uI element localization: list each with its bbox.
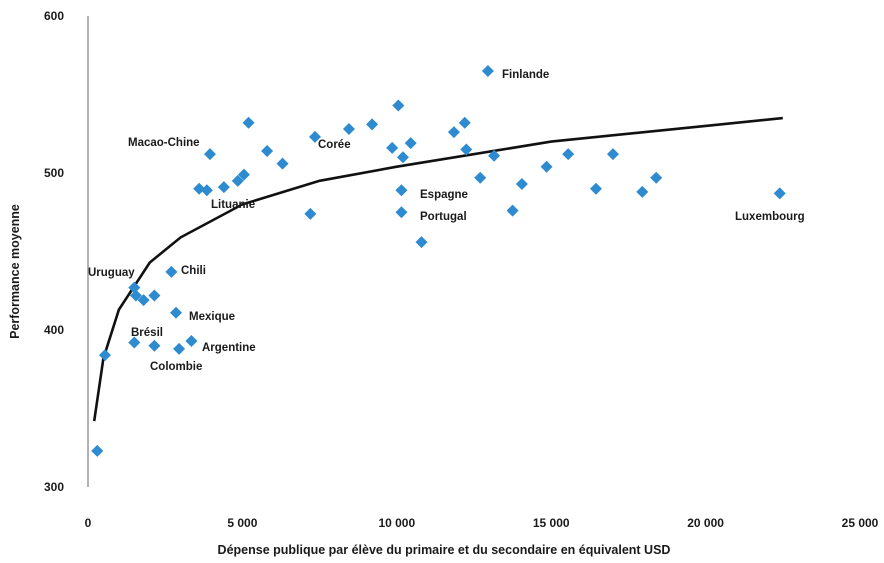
data-point (170, 306, 183, 319)
point-label: Lituanie (211, 199, 255, 211)
point-label: Luxembourg (735, 211, 805, 223)
data-point (148, 289, 161, 302)
data-point (98, 349, 111, 362)
y-tick-labels: 300 400 500 600 (44, 9, 64, 494)
data-point (540, 160, 553, 173)
x-tick-label: 5 000 (227, 516, 257, 530)
data-point (773, 187, 786, 200)
data-point (515, 177, 528, 190)
data-point (396, 151, 409, 164)
y-tick-label: 300 (44, 480, 64, 494)
data-point (165, 265, 178, 278)
data-point (148, 339, 161, 352)
data-point (650, 171, 663, 184)
data-point (460, 143, 473, 156)
data-point (589, 182, 602, 195)
data-point (128, 336, 141, 349)
data-point (366, 118, 379, 131)
data-point (481, 64, 494, 77)
point-label: Chili (181, 265, 206, 277)
data-point (395, 206, 408, 219)
x-tick-label: 20 000 (687, 516, 724, 530)
data-point (506, 204, 519, 217)
data-point (392, 99, 405, 112)
x-tick-label: 25 000 (842, 516, 879, 530)
point-label: Corée (318, 139, 351, 151)
y-tick-label: 500 (44, 166, 64, 180)
data-point (193, 182, 206, 195)
data-point (562, 148, 575, 161)
data-point (200, 184, 213, 197)
data-point (447, 126, 460, 139)
data-point (488, 149, 501, 162)
data-point (395, 184, 408, 197)
point-label: Macao-Chine (128, 137, 200, 149)
y-axis-title: Performance moyenne (8, 204, 22, 339)
data-point (636, 185, 649, 198)
data-point (404, 137, 417, 150)
data-point (474, 171, 487, 184)
data-points (91, 64, 786, 457)
point-label: Finlande (502, 69, 549, 81)
data-point (137, 294, 150, 307)
point-label: Espagne (420, 189, 468, 201)
data-point (304, 207, 317, 220)
data-point (415, 236, 428, 249)
data-point (185, 334, 198, 347)
data-point (129, 289, 142, 302)
y-tick-label: 600 (44, 9, 64, 23)
data-point (342, 123, 355, 136)
data-point (242, 116, 255, 129)
data-point (261, 145, 274, 158)
y-tick-label: 400 (44, 323, 64, 337)
x-tick-labels: 0 5 000 10 000 15 000 20 000 25 000 (85, 516, 879, 530)
x-axis-title: Dépense publique par élève du primaire e… (218, 543, 671, 557)
data-point (606, 148, 619, 161)
data-point (237, 168, 250, 181)
point-label: Brésil (131, 327, 163, 339)
point-labels: Uruguay Brésil Chili Mexique ColombieArgenti… (88, 69, 805, 373)
point-label: Argentine (202, 342, 256, 354)
data-point (203, 148, 216, 161)
data-point (217, 181, 230, 194)
point-label: Portugal (420, 211, 467, 223)
x-tick-label: 15 000 (533, 516, 570, 530)
point-label: Colombie (150, 361, 202, 373)
point-label: Uruguay (88, 267, 135, 279)
data-point (458, 116, 471, 129)
data-point (231, 174, 244, 187)
data-point (308, 130, 321, 143)
data-point (128, 281, 141, 294)
data-point (386, 141, 399, 154)
data-point (276, 157, 289, 170)
point-label: Mexique (189, 311, 235, 323)
x-tick-label: 0 (85, 516, 92, 530)
x-tick-label: 10 000 (378, 516, 415, 530)
data-point (91, 444, 104, 457)
data-point (173, 342, 186, 355)
trend-line (92, 116, 783, 422)
